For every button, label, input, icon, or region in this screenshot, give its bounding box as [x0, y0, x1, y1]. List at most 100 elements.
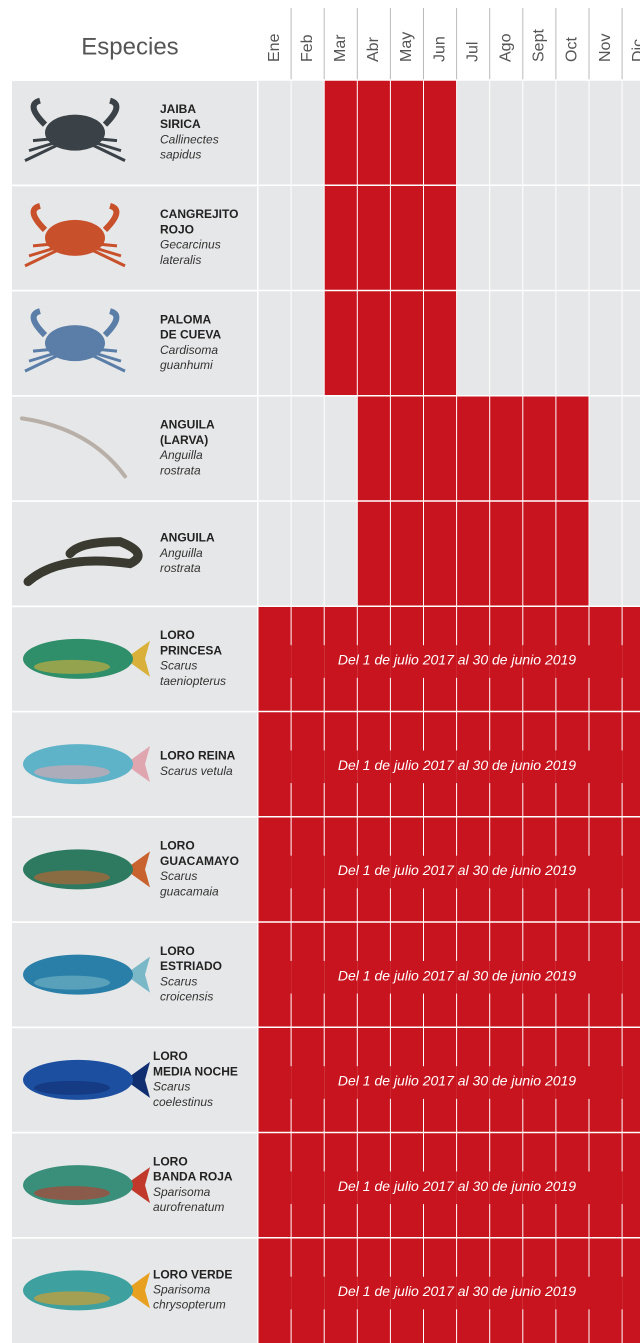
- closed-month: [357, 291, 390, 396]
- common-name: JAIBA: [160, 102, 196, 116]
- common-name: ESTRIADO: [160, 959, 222, 973]
- scientific-name: chrysopterum: [153, 1298, 226, 1312]
- common-name: ROJO: [160, 222, 194, 236]
- open-month: [589, 396, 622, 501]
- closed-month: [589, 1133, 622, 1238]
- common-name: PALOMA: [160, 312, 211, 326]
- closed-month: [324, 185, 357, 290]
- month-label: Sept: [531, 29, 548, 62]
- closed-month: [324, 80, 357, 185]
- scientific-name: guacamaia: [160, 884, 219, 898]
- closed-month: [589, 1027, 622, 1132]
- scientific-name: Scarus: [160, 869, 197, 883]
- species-header: Especies: [81, 33, 178, 60]
- closed-month: [556, 396, 589, 501]
- closed-month: [622, 922, 640, 1027]
- scientific-name: guanhumi: [160, 358, 213, 372]
- open-month: [258, 291, 291, 396]
- scientific-name: croicensis: [160, 990, 213, 1004]
- common-name: BANDA ROJA: [153, 1170, 233, 1184]
- closed-month: [589, 817, 622, 922]
- open-month: [589, 80, 622, 185]
- closed-month: [589, 712, 622, 817]
- scientific-name: Scarus: [160, 659, 197, 673]
- open-month: [556, 291, 589, 396]
- closed-month: [258, 1027, 291, 1132]
- open-month: [324, 396, 357, 501]
- closed-month: [589, 922, 622, 1027]
- open-month: [490, 291, 523, 396]
- fish-belly: [34, 870, 110, 884]
- fish-belly: [34, 1186, 110, 1200]
- open-month: [622, 185, 640, 290]
- closed-month: [556, 501, 589, 606]
- open-month: [589, 501, 622, 606]
- common-name: LORO: [160, 839, 195, 853]
- closed-month: [424, 396, 457, 501]
- open-month: [258, 501, 291, 606]
- closed-month: [490, 396, 523, 501]
- open-month: [622, 291, 640, 396]
- closed-period: Del 1 de julio 2017 al 30 de junio 2019: [338, 757, 576, 773]
- closed-month: [258, 922, 291, 1027]
- closed-period: Del 1 de julio 2017 al 30 de junio 2019: [338, 1178, 576, 1194]
- common-name: (LARVA): [160, 433, 208, 447]
- scientific-name: Sparisoma: [153, 1283, 211, 1297]
- common-name: DE CUEVA: [160, 328, 221, 342]
- closed-month: [457, 501, 490, 606]
- scientific-name: Cardisoma: [160, 343, 218, 357]
- open-month: [457, 291, 490, 396]
- closed-month: [622, 1027, 640, 1132]
- scientific-name: Anguilla: [159, 546, 203, 560]
- open-month: [490, 80, 523, 185]
- scientific-name: sapidus: [160, 148, 201, 162]
- closed-month: [622, 606, 640, 711]
- month-label: Jul: [464, 42, 481, 62]
- open-month: [589, 185, 622, 290]
- crab-body: [45, 220, 105, 256]
- closed-month: [424, 80, 457, 185]
- closed-month: [523, 396, 556, 501]
- month-label: Ene: [266, 33, 283, 62]
- fish-belly: [34, 660, 110, 674]
- scientific-name: aurofrenatum: [153, 1200, 224, 1214]
- common-name: LORO: [160, 944, 195, 958]
- month-label: Mar: [332, 34, 349, 62]
- closed-month: [622, 1133, 640, 1238]
- closed-period: Del 1 de julio 2017 al 30 de junio 2019: [338, 1283, 576, 1299]
- closed-month: [291, 606, 324, 711]
- closed-month: [622, 817, 640, 922]
- month-label: May: [398, 32, 415, 62]
- closed-month: [523, 501, 556, 606]
- common-name: LORO: [153, 1049, 188, 1063]
- common-name: CANGREJITO: [160, 207, 238, 221]
- scientific-name: Sparisoma: [153, 1185, 211, 1199]
- open-month: [258, 396, 291, 501]
- closed-season-table: Especies EneFebMarAbrMayJunJulAgoSeptOct…: [0, 0, 640, 1343]
- closed-month: [357, 185, 390, 290]
- closed-month: [457, 396, 490, 501]
- closed-month: [622, 712, 640, 817]
- closed-month: [357, 501, 390, 606]
- scientific-name: taeniopterus: [160, 674, 226, 688]
- scientific-name: rostrata: [160, 463, 201, 477]
- closed-month: [390, 396, 423, 501]
- scientific-name: Anguilla: [159, 448, 203, 462]
- closed-month: [291, 922, 324, 1027]
- month-label: Jun: [431, 36, 448, 62]
- page: Especies EneFebMarAbrMayJunJulAgoSeptOct…: [0, 0, 640, 1343]
- open-month: [291, 185, 324, 290]
- open-month: [622, 501, 640, 606]
- month-label: Abr: [365, 36, 382, 62]
- closed-period: Del 1 de julio 2017 al 30 de junio 2019: [338, 1073, 576, 1089]
- open-month: [457, 185, 490, 290]
- common-name: GUACAMAYO: [160, 854, 239, 868]
- common-name: PRINCESA: [160, 643, 222, 657]
- closed-month: [258, 1133, 291, 1238]
- open-month: [622, 80, 640, 185]
- scientific-name: rostrata: [160, 561, 201, 575]
- month-label: Dic: [630, 39, 640, 62]
- open-month: [291, 291, 324, 396]
- closed-month: [357, 80, 390, 185]
- scientific-name: Callinectes: [160, 132, 219, 146]
